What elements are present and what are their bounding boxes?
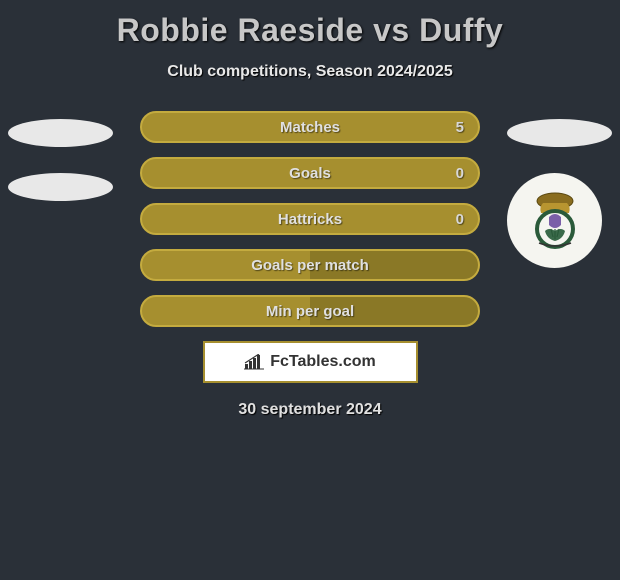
stat-row-matches: Matches 5: [140, 111, 480, 143]
club-logo: [507, 173, 602, 268]
stat-label: Min per goal: [266, 303, 354, 320]
stat-rows: Matches 5 Goals 0 Hattricks 0 Goals per …: [140, 111, 480, 327]
branding-badge: FcTables.com: [203, 341, 418, 383]
stat-label: Goals: [289, 165, 331, 182]
stat-row-goals: Goals 0: [140, 157, 480, 189]
page-title: Robbie Raeside vs Duffy: [0, 0, 620, 49]
stat-value-right: 5: [456, 119, 464, 136]
branding-text: FcTables.com: [270, 353, 376, 371]
stat-label: Hattricks: [278, 211, 342, 228]
comparison-panel: Matches 5 Goals 0 Hattricks 0 Goals per …: [0, 111, 620, 419]
left-badge-2: [8, 173, 113, 201]
page-subtitle: Club competitions, Season 2024/2025: [0, 63, 620, 81]
stat-value-right: 0: [456, 211, 464, 228]
thistle-crest-icon: [515, 181, 595, 261]
right-player-badges: [507, 119, 612, 268]
stat-label: Matches: [280, 119, 340, 136]
stat-label: Goals per match: [251, 257, 369, 274]
date-label: 30 september 2024: [0, 401, 620, 419]
bar-chart-icon: [244, 354, 264, 370]
stat-value-right: 0: [456, 165, 464, 182]
right-badge-1: [507, 119, 612, 147]
left-player-badges: [8, 119, 113, 227]
stat-row-hattricks: Hattricks 0: [140, 203, 480, 235]
left-badge-1: [8, 119, 113, 147]
stat-row-goals-per-match: Goals per match: [140, 249, 480, 281]
stat-row-min-per-goal: Min per goal: [140, 295, 480, 327]
